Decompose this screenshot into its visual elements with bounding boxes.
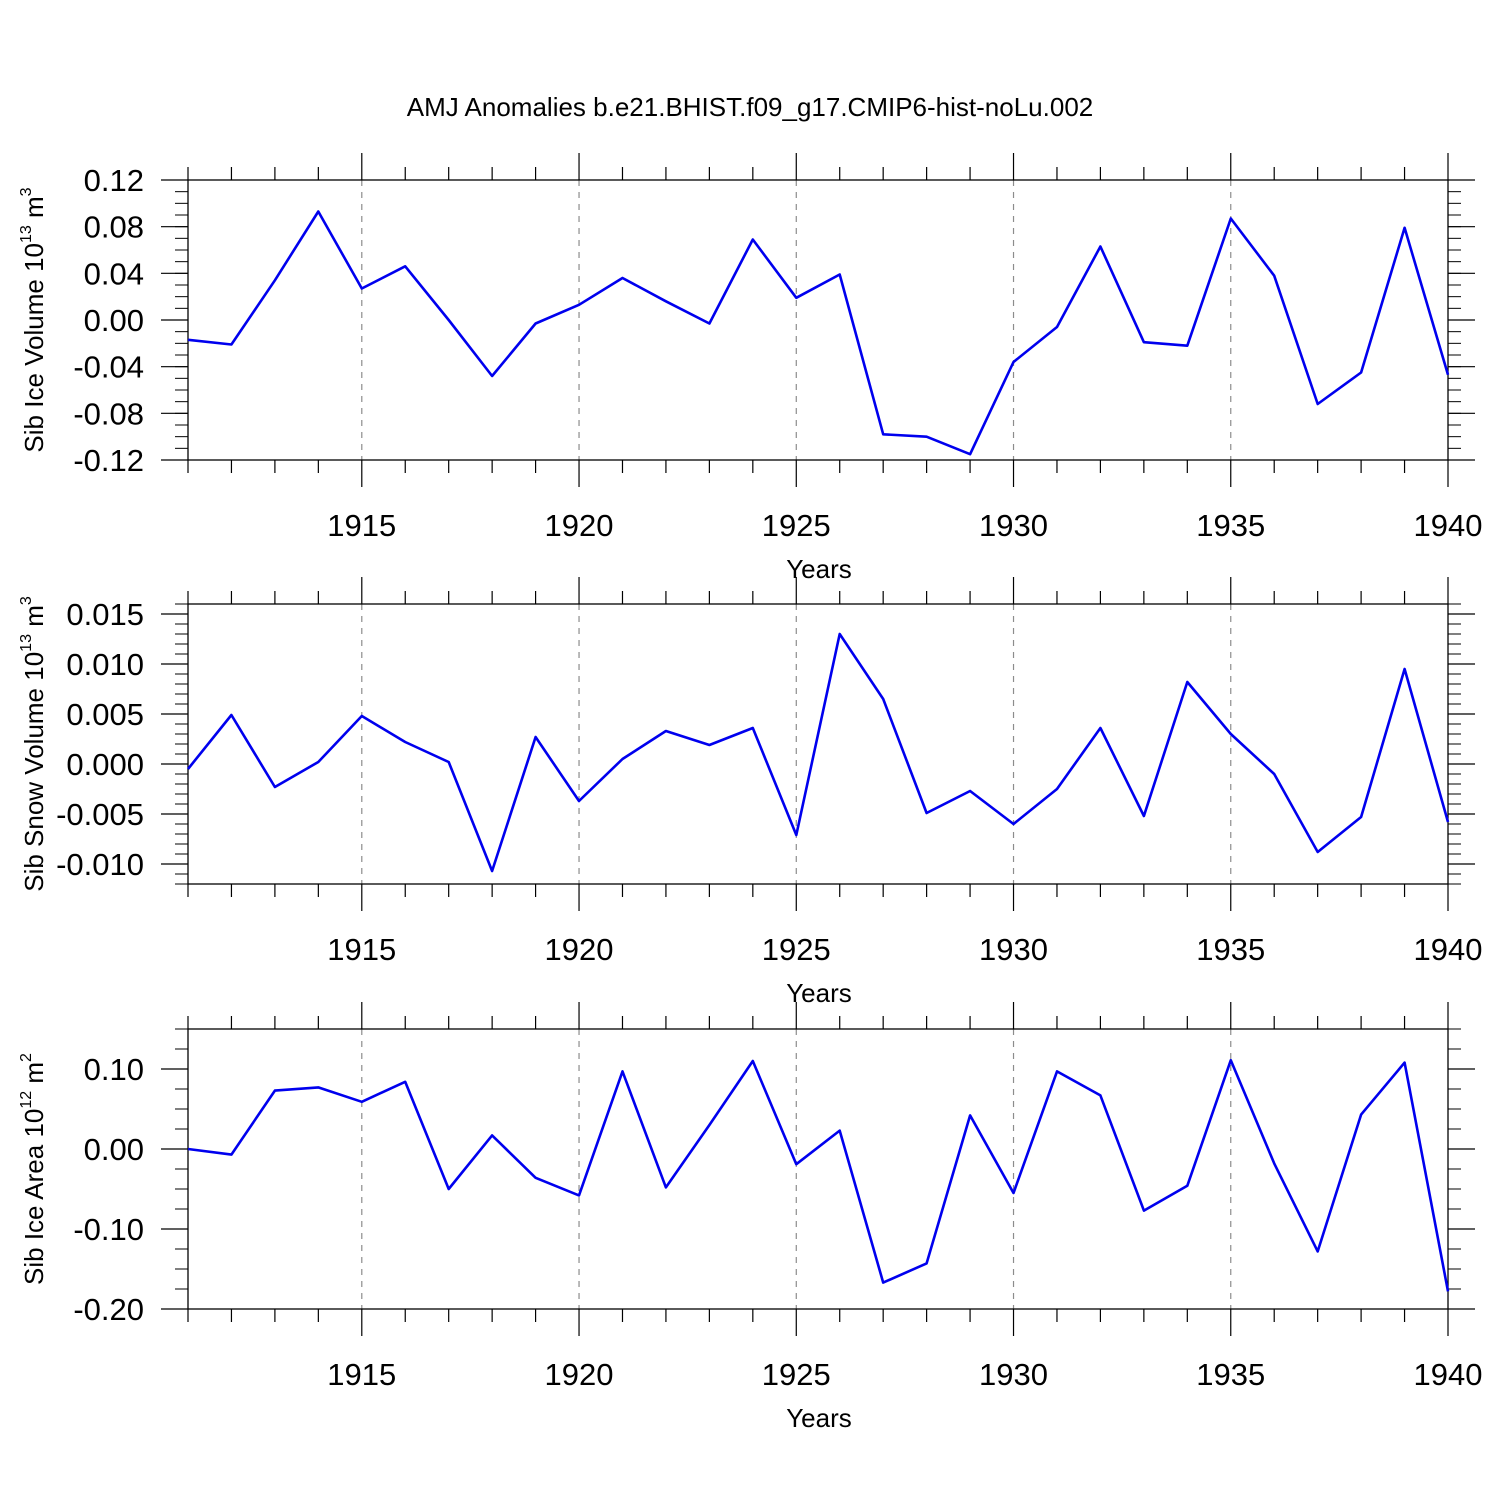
plot-frame [187,179,1449,461]
y-tick-label: -0.12 [73,443,144,478]
y-axis-label-text: m [19,1062,49,1091]
y-tick-label: -0.005 [56,797,144,832]
x-tick-label: 1935 [1196,508,1265,543]
y-axis-label-exponent: 3 [18,187,35,196]
x-tick-label: 1935 [1196,932,1265,967]
y-axis-label: Sib Snow Volume 1013 m3 [18,596,49,892]
series-line [187,210,1450,456]
y-axis-label-text: m [19,605,49,634]
x-tick-label: 1930 [979,932,1048,967]
y-axis-label-exponent: 2 [18,1053,35,1062]
y-axis-label-text: m [19,196,49,225]
y-tick-label: 0.00 [84,1132,144,1167]
x-tick-label: 1920 [545,508,614,543]
x-tick-label: 1940 [1414,508,1483,543]
y-axis-label-exponent: 3 [18,596,35,605]
y-tick-label: 0.010 [66,647,144,682]
y-axis-label-exponent: 13 [18,225,35,243]
x-tick-label: 1930 [979,1357,1048,1392]
y-axis-label-text: Sib Ice Area 10 [19,1109,49,1285]
series-line [187,1058,1450,1292]
plot-frame [187,603,1449,885]
y-tick-label: 0.04 [84,256,144,291]
x-axis-label: Years [786,978,852,1008]
y-axis-label-exponent: 13 [18,634,35,652]
y-tick-label: 0.10 [84,1052,144,1087]
x-tick-label: 1940 [1414,1357,1483,1392]
panel-2: 1915 1920 1925 1930 1935 1940 Years 0.015 0.010 0… [18,577,1482,1008]
x-tick-label: 1920 [545,932,614,967]
y-tick-label: 0.12 [84,163,144,198]
series-line [186,632,1450,873]
y-tick-label: -0.010 [56,847,144,882]
y-tick-label: 0.08 [84,210,144,245]
y-tick-label: -0.08 [73,396,144,431]
panel-3: 1915 1920 1925 1930 1935 1940 Years 0.10 0.00 -0.… [18,1002,1482,1433]
y-tick-label: 0.005 [66,697,144,732]
y-tick-label: 0.000 [66,747,144,782]
x-axis-label: Years [786,1403,852,1433]
x-axis-label: Years [786,554,852,584]
y-axis-label-text: Sib Snow Volume 10 [19,652,49,892]
x-tick-label: 1935 [1196,1357,1265,1392]
figure-title: AMJ Anomalies b.e21.BHIST.f09_g17.CMIP6-… [407,92,1094,122]
y-tick-label: -0.10 [73,1212,144,1247]
x-tick-label: 1915 [327,932,396,967]
y-tick-label: 0.015 [66,597,144,632]
y-axis-label: Sib Ice Area 1012 m2 [18,1053,49,1285]
x-tick-label: 1925 [762,1357,831,1392]
y-axis-label-text: Sib Ice Volume 10 [19,243,49,453]
y-tick-label: -0.04 [73,350,144,385]
x-tick-label: 1915 [327,508,396,543]
y-tick-label: -0.20 [73,1292,144,1327]
y-axis-label: Sib Ice Volume 1013 m3 [18,187,49,452]
x-tick-label: 1925 [762,932,831,967]
y-tick-label: 0.00 [84,303,144,338]
x-tick-label: 1920 [545,1357,614,1392]
x-tick-label: 1925 [762,508,831,543]
panels: 1915 1920 1925 1930 1935 1940 Years 0.12 0.08 0.0… [18,153,1482,1433]
panel-1: 1915 1920 1925 1930 1935 1940 Years 0.12 0.08 0.0… [18,153,1482,584]
x-tick-label: 1940 [1414,932,1483,967]
x-tick-label: 1915 [327,1357,396,1392]
y-axis-label-exponent: 12 [18,1091,35,1109]
x-tick-label: 1930 [979,508,1048,543]
plot-frame [187,1028,1449,1310]
